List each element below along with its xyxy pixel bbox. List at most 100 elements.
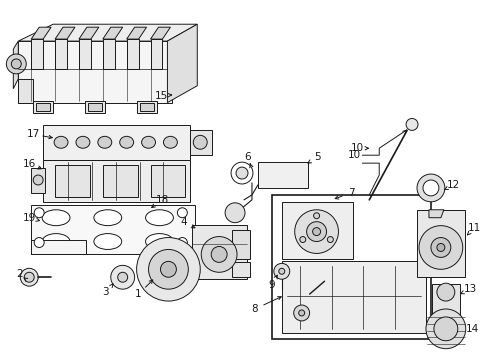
Text: 8: 8 <box>251 304 258 314</box>
Bar <box>431 284 459 319</box>
Circle shape <box>236 167 247 179</box>
Polygon shape <box>18 79 33 103</box>
Text: 5: 5 <box>314 152 320 162</box>
Circle shape <box>193 135 207 149</box>
Ellipse shape <box>163 136 177 148</box>
Polygon shape <box>428 210 443 218</box>
Circle shape <box>177 238 187 247</box>
Text: 19: 19 <box>22 213 36 223</box>
Bar <box>33 100 53 113</box>
Text: 7: 7 <box>347 188 354 198</box>
Polygon shape <box>150 39 162 69</box>
Ellipse shape <box>94 234 122 249</box>
Bar <box>36 103 50 111</box>
Circle shape <box>418 226 462 269</box>
Circle shape <box>278 268 284 274</box>
Bar <box>232 230 249 260</box>
Circle shape <box>436 283 454 301</box>
Ellipse shape <box>142 136 155 148</box>
Polygon shape <box>13 41 18 89</box>
Bar <box>281 202 353 260</box>
Bar <box>85 100 104 113</box>
Circle shape <box>422 180 438 196</box>
Bar <box>102 165 137 197</box>
Circle shape <box>224 203 244 223</box>
Text: 14: 14 <box>465 324 478 334</box>
Text: 10: 10 <box>350 143 363 153</box>
Ellipse shape <box>42 210 70 226</box>
Bar <box>31 168 45 193</box>
Polygon shape <box>102 39 115 69</box>
Bar <box>416 210 464 277</box>
Bar <box>192 225 246 279</box>
Circle shape <box>405 118 417 130</box>
Ellipse shape <box>42 234 70 249</box>
Text: 3: 3 <box>102 287 109 297</box>
Circle shape <box>312 228 320 235</box>
Circle shape <box>211 247 226 262</box>
Bar <box>190 130 212 155</box>
Bar <box>88 103 102 111</box>
Text: 17: 17 <box>26 129 40 139</box>
Circle shape <box>306 222 326 242</box>
Bar <box>136 100 156 113</box>
Circle shape <box>313 213 319 219</box>
Circle shape <box>6 54 26 74</box>
Circle shape <box>177 208 187 218</box>
Ellipse shape <box>94 210 122 226</box>
Ellipse shape <box>54 136 68 148</box>
Text: 4: 4 <box>180 217 186 227</box>
Text: 18: 18 <box>156 195 169 205</box>
Circle shape <box>294 210 338 253</box>
Ellipse shape <box>76 136 90 148</box>
Ellipse shape <box>98 136 112 148</box>
Ellipse shape <box>145 210 173 226</box>
Bar <box>271 195 430 339</box>
Circle shape <box>416 174 444 202</box>
Circle shape <box>118 272 127 282</box>
Polygon shape <box>150 27 170 39</box>
Polygon shape <box>102 27 122 39</box>
Polygon shape <box>31 39 43 69</box>
Circle shape <box>436 243 444 251</box>
Polygon shape <box>31 27 51 39</box>
Bar <box>43 125 190 160</box>
Polygon shape <box>18 24 197 41</box>
Circle shape <box>298 310 304 316</box>
Text: 15: 15 <box>155 91 168 101</box>
Polygon shape <box>277 284 319 307</box>
Circle shape <box>293 305 309 321</box>
Bar <box>232 262 249 277</box>
Text: 12: 12 <box>446 180 460 190</box>
Circle shape <box>148 249 188 289</box>
Circle shape <box>425 309 465 349</box>
Circle shape <box>136 238 200 301</box>
Text: 6: 6 <box>244 152 251 162</box>
Polygon shape <box>79 39 91 69</box>
Circle shape <box>20 268 38 286</box>
Bar <box>281 261 425 333</box>
Circle shape <box>24 272 34 282</box>
Ellipse shape <box>120 136 133 148</box>
Polygon shape <box>79 27 99 39</box>
Text: 11: 11 <box>467 222 480 233</box>
Bar <box>257 162 307 188</box>
Text: 13: 13 <box>463 284 476 294</box>
Text: 2: 2 <box>16 269 22 279</box>
Bar <box>139 103 153 111</box>
Circle shape <box>34 238 44 247</box>
Circle shape <box>201 237 237 272</box>
Circle shape <box>231 162 252 184</box>
Circle shape <box>111 265 134 289</box>
Circle shape <box>430 238 450 257</box>
Polygon shape <box>55 27 75 39</box>
Circle shape <box>326 237 333 243</box>
Polygon shape <box>126 39 138 69</box>
Bar <box>31 239 86 255</box>
Bar <box>150 165 185 197</box>
Bar <box>31 205 195 255</box>
Polygon shape <box>167 24 197 103</box>
Circle shape <box>11 59 21 69</box>
Bar <box>43 160 190 202</box>
Bar <box>55 165 90 197</box>
